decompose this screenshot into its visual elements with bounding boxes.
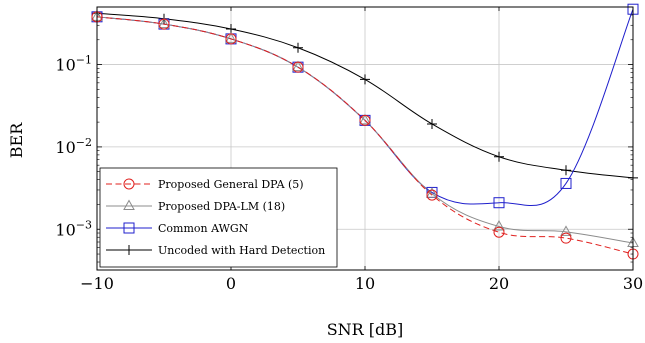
legend-entry: Common AWGN bbox=[106, 222, 249, 235]
legend-marker bbox=[123, 178, 135, 190]
axis-ticks: −10 0 10 20 30 10−1 10−2 10−3 bbox=[55, 6, 643, 293]
data-point bbox=[426, 187, 438, 198]
legend-entry: Uncoded with Hard Detection bbox=[106, 244, 325, 257]
legend-label: Proposed General DPA (5) bbox=[158, 178, 304, 191]
x-tick-label: 0 bbox=[226, 274, 236, 293]
data-point bbox=[560, 225, 572, 236]
data-point bbox=[560, 232, 572, 244]
legend-marker bbox=[123, 199, 135, 210]
legend-marker bbox=[124, 245, 134, 255]
data-point bbox=[494, 151, 504, 162]
legend-label: Common AWGN bbox=[158, 222, 249, 235]
y-tick-label: 10−2 bbox=[55, 136, 92, 157]
data-point bbox=[292, 60, 304, 72]
x-tick-label: 20 bbox=[489, 274, 509, 293]
legend: Proposed General DPA (5) Proposed DPA-LM … bbox=[99, 167, 338, 268]
data-point bbox=[427, 118, 437, 129]
data-point bbox=[225, 32, 237, 43]
legend-label: Uncoded with Hard Detection bbox=[158, 244, 325, 257]
data-point bbox=[158, 18, 170, 30]
data-point bbox=[493, 197, 505, 209]
data-point bbox=[493, 226, 505, 238]
x-tick-label: 30 bbox=[623, 274, 643, 293]
data-point bbox=[561, 165, 571, 176]
legend-entry: Proposed General DPA (5) bbox=[106, 178, 304, 191]
data-point bbox=[158, 17, 170, 29]
x-tick-label: −10 bbox=[80, 274, 114, 293]
data-point bbox=[293, 42, 303, 53]
series-markers bbox=[91, 3, 639, 260]
legend-marker bbox=[123, 222, 135, 234]
data-point bbox=[493, 219, 505, 231]
data-point bbox=[359, 113, 371, 125]
legend-entry: Proposed DPA-LM (18) bbox=[106, 199, 285, 213]
data-point bbox=[426, 189, 438, 201]
data-point bbox=[292, 61, 304, 73]
data-point bbox=[360, 74, 370, 85]
y-axis-label: BER bbox=[7, 122, 26, 158]
x-tick-label: 10 bbox=[355, 274, 375, 293]
data-point bbox=[225, 33, 237, 45]
legend-label: Proposed DPA-LM (18) bbox=[158, 200, 285, 213]
y-tick-label: 10−3 bbox=[55, 218, 92, 239]
data-point bbox=[359, 114, 371, 126]
y-tick-label: 10−1 bbox=[55, 54, 92, 75]
x-axis-label: SNR [dB] bbox=[327, 320, 404, 339]
series-line bbox=[96, 16, 634, 255]
data-point bbox=[560, 177, 572, 189]
